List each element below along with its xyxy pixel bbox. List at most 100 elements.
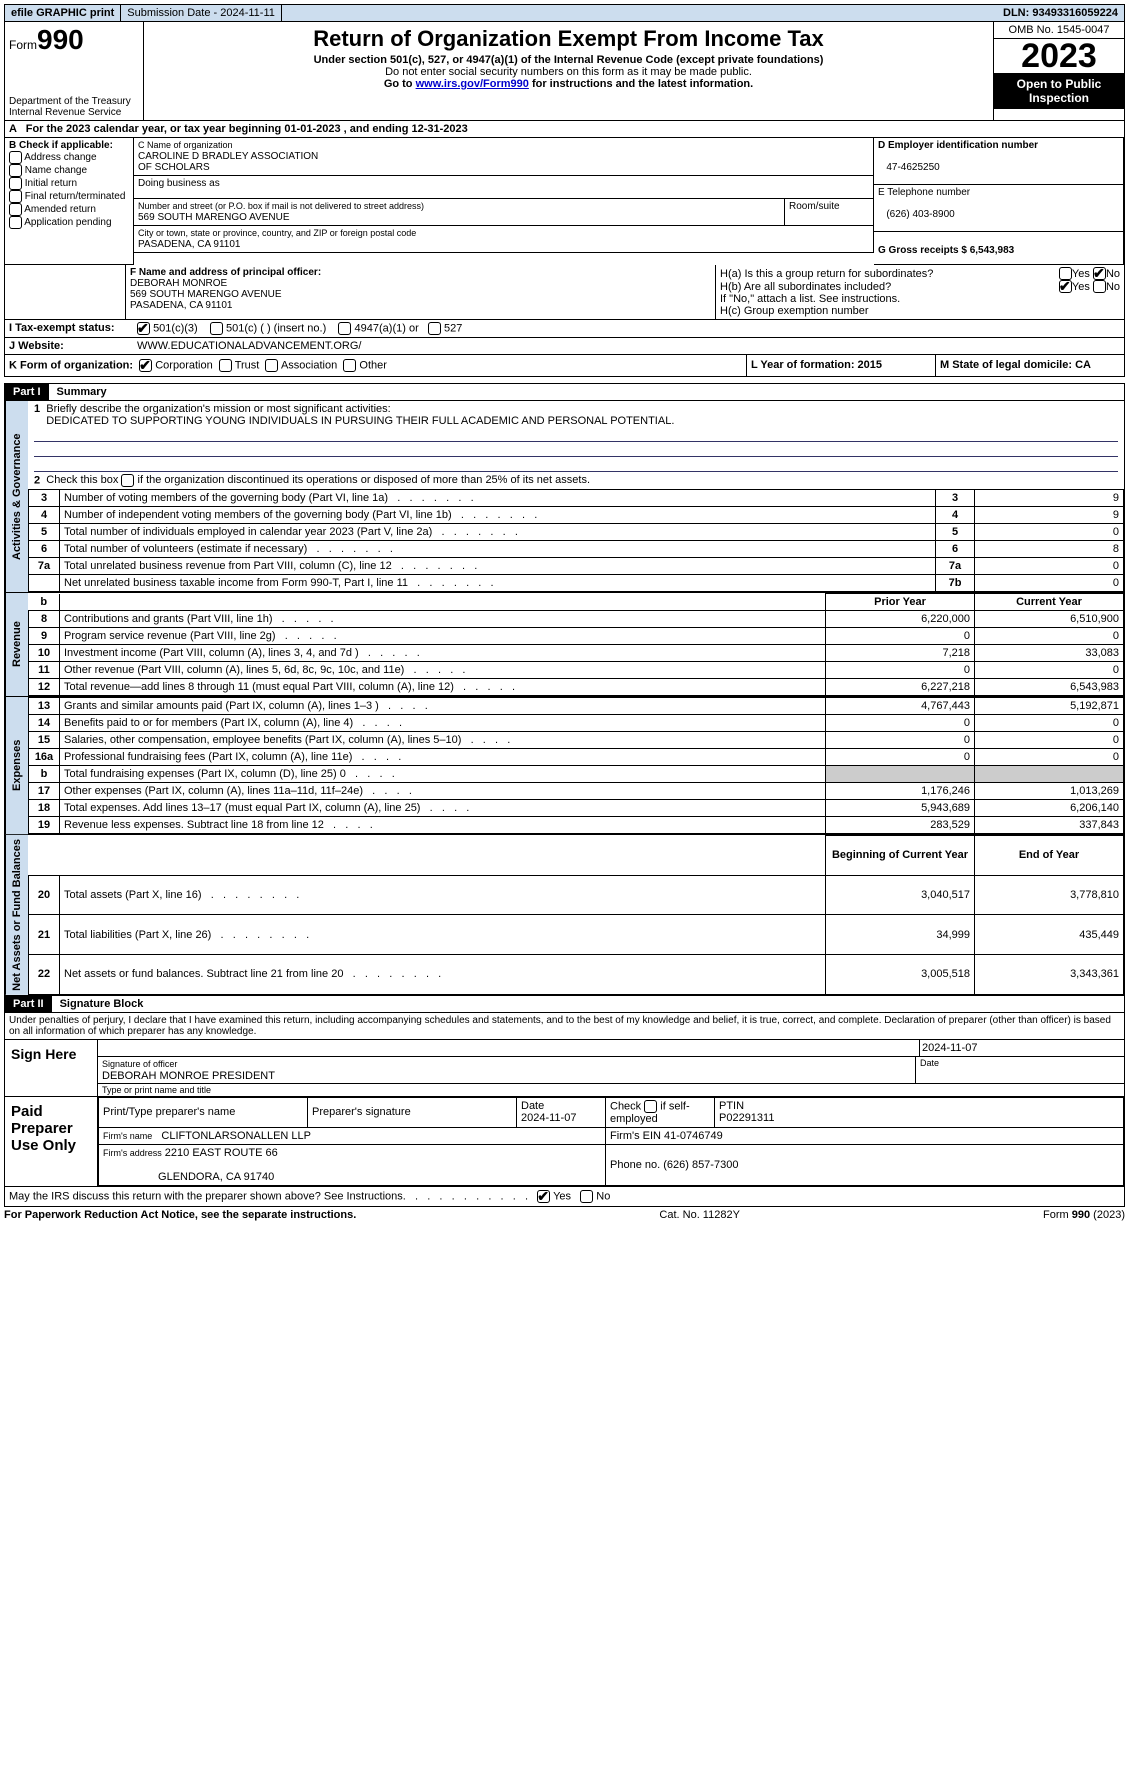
line-a: A For the 2023 calendar year, or tax yea… xyxy=(4,121,1125,138)
revenue-table: bPrior YearCurrent Year8Contributions an… xyxy=(28,593,1124,696)
mission-text: DEDICATED TO SUPPORTING YOUNG INDIVIDUAL… xyxy=(46,415,674,427)
officer-city: PASADENA, CA 91101 xyxy=(130,300,232,311)
q2-text: Check this box if the organization disco… xyxy=(46,474,590,486)
col-b: B Check if applicable: Address change Na… xyxy=(5,138,134,265)
vtab-expenses: Expenses xyxy=(5,697,28,834)
ck-self-employed[interactable] xyxy=(644,1100,657,1113)
checkbox-initial-return[interactable] xyxy=(9,177,22,190)
firm-addr2: GLENDORA, CA 91740 xyxy=(158,1171,274,1183)
addr-label: Number and street (or P.O. box if mail i… xyxy=(138,201,424,211)
year-formation: L Year of formation: 2015 xyxy=(746,355,935,376)
cat-no: Cat. No. 11282Y xyxy=(659,1209,740,1221)
q1-label: Briefly describe the organization's miss… xyxy=(46,403,390,415)
firm-addr1: 2210 EAST ROUTE 66 xyxy=(165,1147,278,1159)
part1-title: Summary xyxy=(49,384,115,400)
date-label: Date xyxy=(916,1057,1124,1084)
ein-value: 47-4625250 xyxy=(886,162,939,173)
vtab-governance: Activities & Governance xyxy=(5,401,28,592)
officer-label: F Name and address of principal officer: xyxy=(130,267,321,278)
state-domicile: M State of legal domicile: CA xyxy=(935,355,1124,376)
checkbox-name-change[interactable] xyxy=(9,164,22,177)
j-label: J Website: xyxy=(9,340,64,352)
irs-link[interactable]: www.irs.gov/Form990 xyxy=(416,78,529,90)
discuss-row: May the IRS discuss this return with the… xyxy=(4,1187,1125,1207)
submission-date: Submission Date - 2024-11-11 xyxy=(121,5,282,21)
room-suite-label: Room/suite xyxy=(785,199,874,226)
part2-header-row: Part II Signature Block xyxy=(4,996,1125,1013)
self-employed: Check if self-employed xyxy=(606,1097,715,1127)
ck-corp[interactable] xyxy=(139,359,152,372)
firm-phone: Phone no. (626) 857-7300 xyxy=(606,1144,1124,1185)
governance-table: 3Number of voting members of the governi… xyxy=(28,489,1124,592)
paperwork-notice: For Paperwork Reduction Act Notice, see … xyxy=(4,1209,356,1221)
part2-title: Signature Block xyxy=(52,996,152,1012)
sign-here-label: Sign Here xyxy=(5,1040,98,1096)
city-state-zip: PASADENA, CA 91101 xyxy=(138,239,240,250)
form-header: Form990 Department of the Treasury Inter… xyxy=(4,22,1125,121)
netassets-table: Beginning of Current YearEnd of Year20To… xyxy=(28,835,1124,995)
firm-ein: Firm's EIN 41-0746749 xyxy=(606,1127,1124,1144)
part1-header-row: Part I Summary xyxy=(4,383,1125,401)
hb-no[interactable] xyxy=(1093,280,1106,293)
dln: DLN: 93493316059224 xyxy=(997,5,1124,21)
org-name-label: C Name of organization xyxy=(138,140,233,150)
ha-no[interactable] xyxy=(1093,267,1106,280)
gross-receipts: G Gross receipts $ 6,543,983 xyxy=(878,245,1014,256)
org-name-1: CAROLINE D BRADLEY ASSOCIATION xyxy=(138,151,318,162)
checkbox-final-return[interactable] xyxy=(9,190,22,203)
officer-addr: 569 SOUTH MARENGO AVENUE xyxy=(130,289,282,300)
ck-527[interactable] xyxy=(428,322,441,335)
i-label: I Tax-exempt status: xyxy=(9,322,115,334)
ck-501c3[interactable] xyxy=(137,322,150,335)
vtab-netassets: Net Assets or Fund Balances xyxy=(5,835,28,995)
ck-other[interactable] xyxy=(343,359,356,372)
form-title: Return of Organization Exempt From Incom… xyxy=(150,26,987,52)
perjury-declaration: Under penalties of perjury, I declare th… xyxy=(4,1013,1125,1040)
prep-sig-label: Preparer's signature xyxy=(308,1097,517,1127)
efile-print-button[interactable]: efile GRAPHIC print xyxy=(5,5,121,21)
phone-label: E Telephone number xyxy=(878,187,970,198)
top-bar: efile GRAPHIC print Submission Date - 20… xyxy=(4,4,1125,22)
website: WWW.EDUCATIONALADVANCEMENT.ORG/ xyxy=(133,338,1124,354)
prep-date: 2024-11-07 xyxy=(521,1112,576,1124)
checkbox-address-change[interactable] xyxy=(9,151,22,164)
ck-501c[interactable] xyxy=(210,322,223,335)
dba-label: Doing business as xyxy=(134,176,874,199)
ck-4947[interactable] xyxy=(338,322,351,335)
part2-header: Part II xyxy=(5,996,52,1012)
firm-name: CLIFTONLARSONALLEN LLP xyxy=(161,1130,311,1142)
sig-officer-label: Signature of officer xyxy=(102,1059,177,1069)
tax-year: 2023 xyxy=(994,39,1124,73)
dept-treasury: Department of the Treasury xyxy=(9,96,139,107)
discuss-no[interactable] xyxy=(580,1190,593,1203)
spacer xyxy=(282,11,997,15)
ein-label: D Employer identification number xyxy=(878,140,1038,151)
hb-yes[interactable] xyxy=(1059,280,1072,293)
ck-discontinued[interactable] xyxy=(121,474,134,487)
discuss-yes[interactable] xyxy=(537,1190,550,1203)
city-label: City or town, state or province, country… xyxy=(138,228,416,238)
part1-header: Part I xyxy=(5,384,49,400)
ck-assoc[interactable] xyxy=(265,359,278,372)
dept-irs: Internal Revenue Service xyxy=(9,107,139,118)
k-label: K Form of organization: xyxy=(9,359,133,371)
officer-name: DEBORAH MONROE xyxy=(130,278,227,289)
identity-block: B Check if applicable: Address change Na… xyxy=(4,138,1125,265)
ptin: P02291311 xyxy=(719,1112,774,1124)
paid-preparer-label: Paid Preparer Use Only xyxy=(5,1097,98,1186)
footer: For Paperwork Reduction Act Notice, see … xyxy=(4,1207,1125,1223)
hb-label: H(b) Are all subordinates included? xyxy=(720,281,1059,293)
phone-value: (626) 403-8900 xyxy=(886,209,954,220)
checkbox-app-pending[interactable] xyxy=(9,216,22,229)
checkbox-amended[interactable] xyxy=(9,203,22,216)
paid-preparer-block: Paid Preparer Use Only Print/Type prepar… xyxy=(4,1097,1125,1187)
form-number: Form990 xyxy=(9,24,139,56)
org-name-2: OF SCHOLARS xyxy=(138,162,210,173)
sign-here-block: Sign Here 2024-11-07 Signature of office… xyxy=(4,1040,1125,1097)
subtitle-3: Go to www.irs.gov/Form990 for instructio… xyxy=(150,78,987,90)
officer-signature: DEBORAH MONROE PRESIDENT xyxy=(102,1070,275,1082)
expenses-table: 13Grants and similar amounts paid (Part … xyxy=(28,697,1124,834)
hc-label: H(c) Group exemption number xyxy=(720,305,1120,317)
street-address: 569 SOUTH MARENGO AVENUE xyxy=(138,212,290,223)
ck-trust[interactable] xyxy=(219,359,232,372)
